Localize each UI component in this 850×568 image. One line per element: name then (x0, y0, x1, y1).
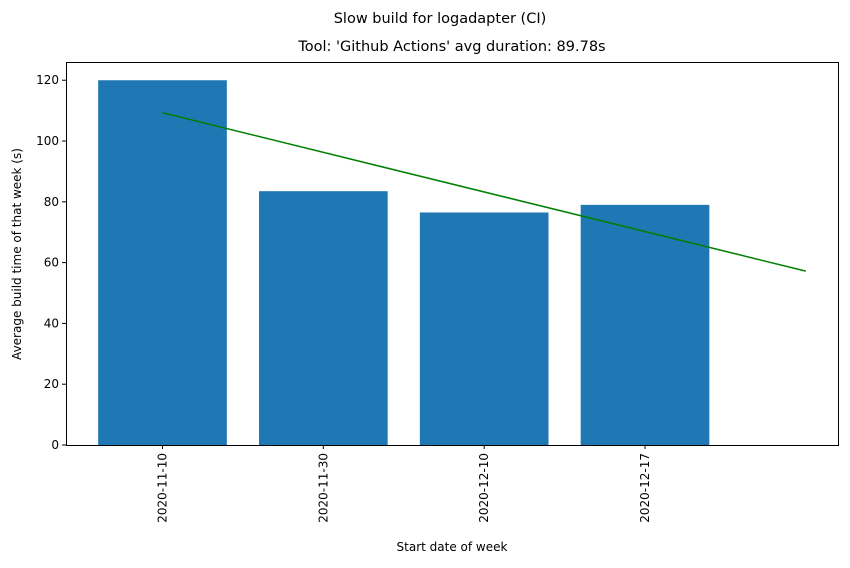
bar-2020-11-10 (98, 80, 227, 445)
x-axis-label: Start date of week (397, 540, 508, 554)
x-tick-label: 2020-12-10 (477, 453, 491, 523)
x-tick-label: 2020-11-30 (316, 453, 330, 523)
y-tick-label: 100 (36, 134, 59, 148)
bar-2020-12-17 (580, 204, 710, 445)
y-axis-label: Average build time of that week (s) (10, 148, 24, 360)
x-tick-label: 2020-12-17 (638, 453, 652, 523)
y-tick-label: 120 (36, 73, 59, 87)
bar-2020-12-10 (419, 212, 549, 445)
trend-group (162, 112, 807, 272)
chart-title: Tool: 'Github Actions' avg duration: 89.… (297, 39, 605, 55)
y-axis: 0 20 40 60 80 100 120 (36, 73, 66, 452)
y-tick-label: 0 (51, 438, 59, 452)
trend-line (162, 112, 807, 272)
x-axis: 2020-11-10 2020-11-30 2020-12-10 2020-12-17 (156, 445, 652, 523)
y-tick-label: 20 (44, 377, 59, 391)
y-tick-label: 40 (44, 316, 59, 330)
plot-frame (66, 62, 839, 446)
x-tick-label: 2020-11-10 (156, 453, 170, 523)
y-tick-label: 80 (44, 195, 59, 209)
bars-group (98, 80, 710, 445)
y-tick-label: 60 (44, 256, 59, 270)
chart-suptitle: Slow build for logadapter (CI) (334, 11, 547, 27)
bar-2020-11-30 (259, 191, 388, 445)
